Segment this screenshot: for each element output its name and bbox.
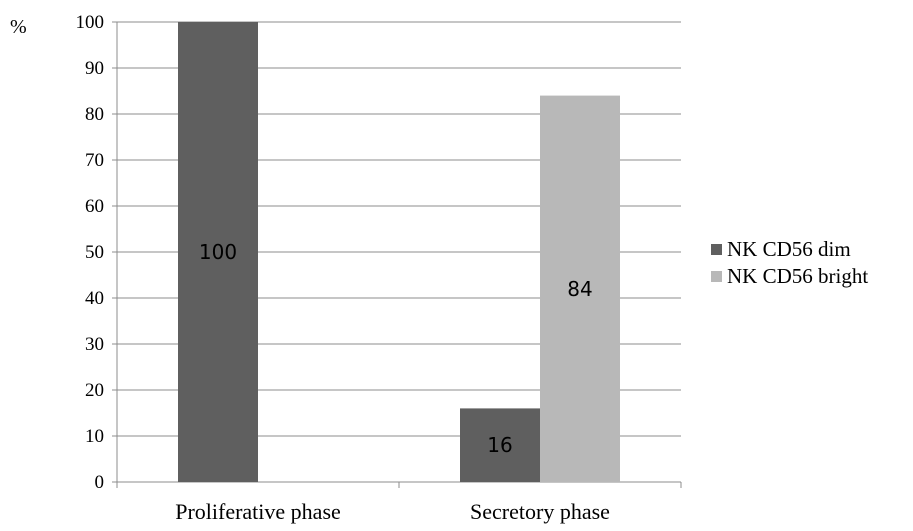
y-tick-label: 90	[85, 58, 104, 79]
data-label: 16	[487, 433, 512, 457]
legend-swatch	[711, 244, 722, 255]
legend-label: NK CD56 bright	[727, 264, 868, 288]
category-label: Proliferative phase	[175, 499, 341, 524]
x-axis-ticks	[116, 482, 682, 488]
y-tick-label: 10	[85, 426, 104, 447]
y-tick-label: 0	[95, 472, 105, 493]
bar	[540, 95, 620, 482]
y-tick-label: 50	[85, 242, 104, 263]
y-tick-label: 100	[76, 12, 105, 33]
y-tick-label: 40	[85, 288, 104, 309]
y-tick-label: 60	[85, 196, 104, 217]
y-tick-label: 80	[85, 104, 104, 125]
legend-label: NK CD56 dim	[727, 237, 851, 261]
data-label: 84	[567, 277, 592, 301]
y-unit-label: %	[10, 16, 27, 38]
bars	[178, 22, 620, 482]
category-label: Secretory phase	[470, 499, 610, 524]
data-labels: 100 16 84	[199, 240, 593, 457]
legend: NK CD56 dim NK CD56 bright	[711, 237, 868, 288]
y-tick-label: 20	[85, 380, 104, 401]
bar	[178, 22, 258, 482]
y-axis-ticks: 0 10 20 30 40 50 60 70 80 90 100	[76, 12, 117, 493]
y-tick-label: 30	[85, 334, 104, 355]
bar	[460, 408, 540, 482]
y-tick-label: 70	[85, 150, 104, 171]
data-label: 100	[199, 240, 237, 264]
category-labels: Proliferative phase Secretory phase	[175, 499, 610, 524]
legend-swatch	[711, 271, 722, 282]
